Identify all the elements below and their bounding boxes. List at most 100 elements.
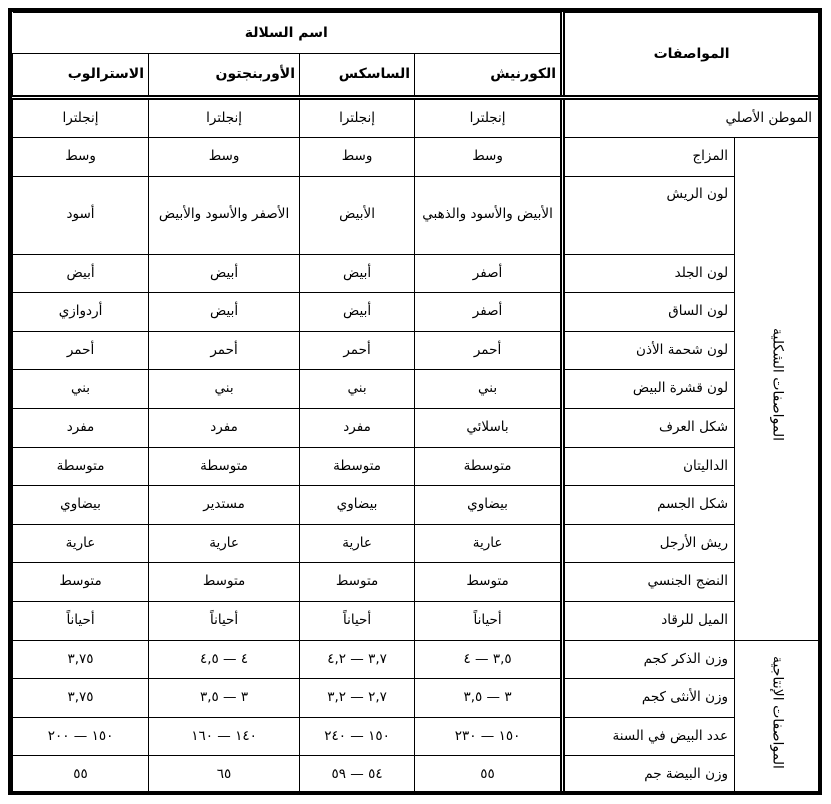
- trait-value: مفرد: [148, 407, 301, 448]
- trait-value: أردوازي: [11, 292, 150, 332]
- trait-value: ١٤٠ — ١٦٠: [148, 716, 301, 757]
- table-row: لون الجلد أصفر أبيض أبيض أبيض: [11, 253, 819, 294]
- trait-value: ١٥٠ — ٢٠٠: [11, 716, 150, 757]
- trait-value: أحياناً: [11, 600, 150, 641]
- trait-value: بني: [11, 369, 150, 409]
- trait-value: بيضاوي: [299, 485, 416, 525]
- trait-value: أحمر: [11, 330, 150, 371]
- trait-value: أحمر: [299, 330, 416, 371]
- breed-name-header: اسم السلالة: [12, 12, 566, 54]
- trait-value: مفرد: [299, 407, 416, 448]
- trait-value: أحمر: [148, 330, 301, 371]
- table-row: عدد البيض في السنة ١٥٠ — ٢٣٠ ١٥٠ — ٢٤٠ ١٤٠ …: [11, 716, 819, 757]
- table-row: لون قشرة البيض بني بني بني بني: [11, 369, 819, 409]
- trait-value: ٤ — ٤,٥: [148, 639, 301, 680]
- group-label-cell: المواصفات الشكلية: [734, 137, 820, 641]
- trait-label: شكل العرف: [562, 407, 736, 448]
- trait-value: ١٥٠ — ٢٤٠: [299, 716, 416, 757]
- table-row: الموطن الأصلي إنجلترا إنجلترا إنجلترا إنجلتر…: [11, 97, 820, 138]
- table-row: ريش الأرجل عارية عارية عارية عارية: [11, 523, 819, 564]
- breed-comparison-table-frame: المواصفات اسم السلالة الكورنيش الساسكس الأ…: [8, 8, 822, 795]
- trait-value: وسط: [299, 137, 416, 177]
- trait-value: ٥٥: [414, 755, 566, 795]
- table-row: النضج الجنسي متوسط متوسط متوسط متوسط: [11, 562, 819, 602]
- trait-label: ريش الأرجل: [562, 523, 736, 564]
- trait-value: ٦٥: [148, 755, 301, 795]
- table-row: المواصفات الشكلية المزاج وسط وسط وسط وسط: [11, 137, 820, 641]
- traits-header: المواصفات: [562, 12, 820, 100]
- trait-value: ٣ — ٣,٥: [414, 678, 566, 718]
- group-label: المواصفات الشكلية: [769, 327, 786, 441]
- breed-header: الكورنيش: [414, 53, 566, 100]
- trait-value: أبيض: [148, 292, 301, 332]
- trait-value: أبيض: [299, 253, 416, 294]
- trait-value: الأبيض والأسود والذهبي: [414, 175, 566, 255]
- trait-value: عارية: [414, 523, 566, 564]
- trait-value: ٥٥: [11, 755, 150, 795]
- trait-value: عارية: [148, 523, 301, 564]
- trait-value: إنجلترا: [148, 97, 301, 138]
- trait-value: الأصفر والأسود والأبيض: [148, 175, 301, 255]
- trait-label: لون الريش: [562, 175, 736, 255]
- trait-label: لون قشرة البيض: [562, 369, 736, 409]
- trait-value: ٣,٧ — ٤,٢: [299, 639, 416, 680]
- trait-value: وسط: [414, 137, 566, 177]
- trait-value: بني: [148, 369, 301, 409]
- table-row: وزن البيضة جم ٥٥ ٥٤ — ٥٩ ٦٥ ٥٥: [11, 755, 819, 795]
- trait-value: عارية: [299, 523, 416, 564]
- trait-value: ٣,٧٥: [11, 678, 150, 718]
- trait-value: بيضاوي: [414, 485, 566, 525]
- trait-value: ٢,٧ — ٣,٢: [299, 678, 416, 718]
- table-row: الميل للرقاد أحياناً أحياناً أحياناً أحياناً: [11, 600, 819, 641]
- table-row: لون الساق أصفر أبيض أبيض أردوازي: [11, 292, 819, 332]
- trait-value: وسط: [11, 137, 150, 177]
- trait-value: أبيض: [148, 253, 301, 294]
- table-row: شكل العرف باسلائي مفرد مفرد مفرد: [11, 407, 819, 448]
- trait-value: باسلائي: [414, 407, 566, 448]
- breed-header: الأوربنجتون: [148, 53, 301, 100]
- trait-label: المزاج: [562, 137, 736, 177]
- trait-label: عدد البيض في السنة: [562, 716, 736, 757]
- trait-value: متوسطة: [299, 446, 416, 487]
- trait-value: ٣,٧٥: [11, 639, 150, 680]
- trait-value: إنجلترا: [11, 97, 150, 138]
- trait-value: إنجلترا: [299, 97, 416, 138]
- trait-value: أحمر: [414, 330, 566, 371]
- trait-value: أسود: [11, 175, 150, 255]
- trait-value: ٣ — ٣,٥: [148, 678, 301, 718]
- trait-value: متوسطة: [414, 446, 566, 487]
- trait-value: بني: [299, 369, 416, 409]
- trait-label: وزن الأنثى كجم: [562, 678, 736, 718]
- group-label-cell: المواصفات الإنتاجية: [734, 639, 820, 795]
- breed-header: الاسترالوب: [11, 53, 150, 100]
- trait-value: ٥٤ — ٥٩: [299, 755, 416, 795]
- trait-label: الموطن الأصلي: [562, 97, 820, 138]
- trait-label: لون شحمة الأذن: [562, 330, 736, 371]
- trait-value: مستدير: [148, 485, 301, 525]
- trait-value: متوسط: [11, 562, 150, 602]
- trait-value: الأبيض: [299, 175, 416, 255]
- trait-value: بني: [414, 369, 566, 409]
- trait-value: إنجلترا: [414, 97, 566, 138]
- trait-label: الداليتان: [562, 446, 736, 487]
- trait-label: الميل للرقاد: [562, 600, 736, 641]
- trait-value: أحياناً: [299, 600, 416, 641]
- table-row: لون شحمة الأذن أحمر أحمر أحمر أحمر: [11, 330, 819, 371]
- table-row: لون الريش الأبيض والأسود والذهبي الأبيض الأ…: [11, 175, 819, 255]
- trait-label: النضج الجنسي: [562, 562, 736, 602]
- trait-label: لون الجلد: [562, 253, 736, 294]
- trait-label: لون الساق: [562, 292, 736, 332]
- trait-label: شكل الجسم: [562, 485, 736, 525]
- table-row: شكل الجسم بيضاوي بيضاوي مستدير بيضاوي: [11, 485, 819, 525]
- trait-value: متوسطة: [148, 446, 301, 487]
- trait-value: أحياناً: [414, 600, 566, 641]
- trait-value: وسط: [148, 137, 301, 177]
- table-row: الداليتان متوسطة متوسطة متوسطة متوسطة: [11, 446, 819, 487]
- trait-value: متوسط: [414, 562, 566, 602]
- trait-value: أصفر: [414, 292, 566, 332]
- trait-value: أبيض: [299, 292, 416, 332]
- trait-value: أصفر: [414, 253, 566, 294]
- trait-label: وزن الذكر كجم: [562, 639, 736, 680]
- trait-label: وزن البيضة جم: [562, 755, 736, 795]
